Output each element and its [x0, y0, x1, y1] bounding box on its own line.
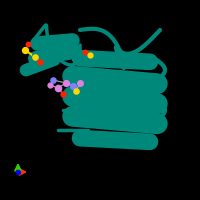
Ellipse shape: [112, 73, 118, 77]
Point: [16, 170, 20, 174]
Ellipse shape: [70, 70, 76, 73]
Point: [64, 81, 68, 85]
Ellipse shape: [62, 43, 66, 46]
Ellipse shape: [33, 54, 37, 56]
Ellipse shape: [91, 71, 97, 75]
Ellipse shape: [127, 63, 132, 66]
Ellipse shape: [35, 39, 39, 41]
Ellipse shape: [107, 142, 112, 145]
Point: [38, 60, 42, 64]
Ellipse shape: [112, 113, 118, 117]
Ellipse shape: [155, 77, 161, 80]
Point: [56, 86, 60, 90]
Point: [83, 50, 87, 54]
Ellipse shape: [112, 93, 118, 97]
Ellipse shape: [143, 126, 149, 130]
Ellipse shape: [122, 124, 128, 128]
Ellipse shape: [155, 97, 161, 100]
Point: [74, 89, 78, 93]
Ellipse shape: [138, 136, 143, 139]
Ellipse shape: [80, 80, 86, 84]
Ellipse shape: [64, 48, 68, 51]
Ellipse shape: [118, 135, 123, 138]
Point: [48, 83, 52, 87]
Point: [23, 48, 27, 52]
Ellipse shape: [73, 54, 77, 56]
Ellipse shape: [98, 54, 103, 57]
Ellipse shape: [57, 56, 62, 59]
Ellipse shape: [147, 144, 152, 147]
Ellipse shape: [37, 61, 41, 63]
Ellipse shape: [143, 106, 149, 110]
Ellipse shape: [127, 143, 132, 146]
Ellipse shape: [147, 64, 152, 67]
Point: [88, 53, 92, 57]
Ellipse shape: [138, 56, 143, 59]
Point: [26, 42, 30, 46]
Ellipse shape: [155, 117, 161, 120]
Ellipse shape: [134, 75, 140, 79]
Ellipse shape: [122, 84, 128, 88]
Ellipse shape: [134, 115, 140, 119]
Ellipse shape: [87, 61, 92, 64]
Ellipse shape: [70, 36, 74, 38]
Ellipse shape: [101, 82, 107, 86]
Ellipse shape: [80, 120, 86, 124]
Ellipse shape: [32, 69, 36, 72]
Ellipse shape: [101, 122, 107, 126]
Ellipse shape: [101, 102, 107, 106]
Point: [33, 55, 37, 59]
Ellipse shape: [91, 91, 97, 95]
Point: [78, 81, 82, 85]
Ellipse shape: [48, 51, 53, 54]
Ellipse shape: [44, 45, 49, 47]
Ellipse shape: [70, 90, 76, 93]
Ellipse shape: [134, 95, 140, 99]
Ellipse shape: [53, 37, 57, 40]
Point: [51, 78, 55, 82]
Ellipse shape: [70, 110, 76, 113]
Ellipse shape: [87, 141, 92, 144]
Ellipse shape: [107, 62, 112, 65]
Ellipse shape: [51, 56, 55, 58]
Ellipse shape: [143, 86, 149, 90]
Ellipse shape: [78, 133, 83, 136]
Ellipse shape: [118, 55, 123, 58]
Ellipse shape: [80, 100, 86, 104]
Ellipse shape: [78, 53, 83, 56]
Ellipse shape: [46, 64, 50, 66]
Ellipse shape: [91, 111, 97, 115]
Point: [61, 92, 65, 96]
Ellipse shape: [42, 59, 46, 62]
Ellipse shape: [98, 134, 103, 137]
Point: [71, 84, 75, 88]
Ellipse shape: [122, 104, 128, 108]
Ellipse shape: [23, 66, 27, 68]
